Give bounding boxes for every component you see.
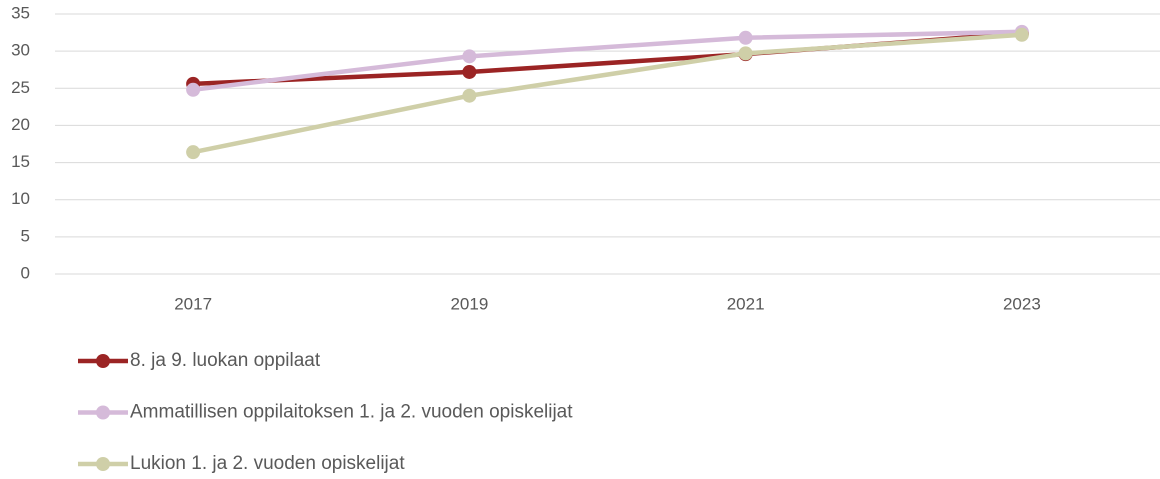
x-tick-label: 2019 — [450, 294, 488, 313]
y-tick-label: 0 — [21, 263, 30, 282]
y-tick-label: 15 — [11, 152, 30, 171]
x-tick-label: 2017 — [174, 294, 212, 313]
data-point — [186, 145, 201, 160]
data-point — [1014, 27, 1029, 42]
series-line — [192, 32, 1023, 155]
y-tick-label: 30 — [11, 41, 30, 60]
data-point — [738, 46, 753, 61]
legend-marker — [96, 457, 110, 471]
x-tick-label: 2023 — [1003, 294, 1041, 313]
series-line — [192, 29, 1022, 93]
legend-label: 8. ja 9. luokan oppilaat — [130, 350, 321, 371]
legend-marker — [96, 405, 110, 420]
y-tick-label: 35 — [11, 3, 30, 22]
data-point — [462, 64, 477, 79]
data-point — [738, 30, 753, 45]
y-tick-label: 10 — [11, 189, 30, 208]
legend-label: Ammatillisen oppilaitoksen 1. ja 2. vuod… — [130, 402, 573, 423]
legend-marker — [96, 354, 110, 368]
legend-label: Lukion 1. ja 2. vuoden opiskelijat — [130, 453, 405, 474]
data-point — [186, 82, 201, 97]
data-point — [462, 88, 477, 103]
y-tick-label: 25 — [11, 78, 30, 97]
legend: 8. ja 9. luokan oppilaat Ammatillisen opp… — [78, 350, 573, 474]
y-tick-label: 20 — [11, 115, 30, 134]
y-tick-label: 5 — [21, 226, 30, 245]
data-point — [462, 49, 477, 64]
x-tick-label: 2021 — [727, 294, 765, 313]
